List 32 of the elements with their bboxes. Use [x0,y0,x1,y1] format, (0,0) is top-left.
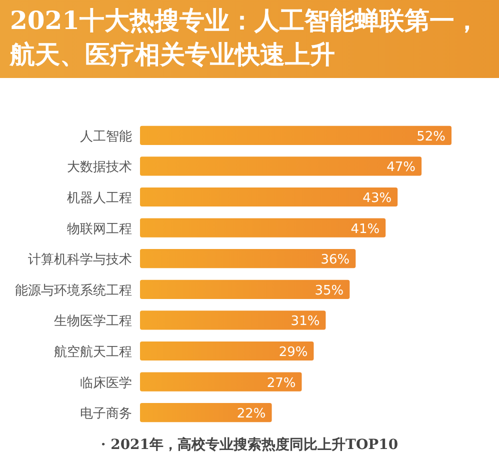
data-label: 36% [320,252,350,268]
bar [140,249,356,268]
y-tick-label: 物联网工程 [67,222,132,237]
y-tick-label: 生物医学工程 [54,314,132,330]
bar [140,280,350,299]
text: · 2021年，高校专业搜索热度同比上升TOP10 [100,436,400,454]
bar [140,310,326,330]
y-tick-label: 机器人工程 [67,191,132,206]
data-label: 31% [290,314,320,330]
bar [140,341,314,361]
bar [140,126,452,145]
bar [140,156,422,176]
data-label: 27% [266,376,296,391]
data-label: 29% [278,345,308,360]
data-label: 52% [416,129,446,144]
bar [140,218,386,238]
data-label: 22% [236,406,266,422]
y-tick-label: 航空航天工程 [54,345,132,360]
data-label: 35% [314,283,344,298]
bar [140,372,302,392]
data-label: 41% [350,222,380,237]
y-tick-label: 临床医学 [80,376,132,391]
bar [140,187,398,207]
chart-title: 2021十大热搜专业：人工智能蝉联第一，航天、医疗相关专业快速上升 [10,5,481,71]
data-label: 43% [362,191,392,206]
y-tick-label: 能源与环境系统工程 [15,282,132,298]
data-label: 47% [386,160,416,176]
y-tick-label: 人工智能 [80,129,132,144]
y-tick-label: 电子商务 [80,406,132,422]
y-tick-label: 大数据技术 [67,160,132,176]
bar [140,403,272,422]
y-tick-label: 计算机科学与技术 [28,252,132,268]
